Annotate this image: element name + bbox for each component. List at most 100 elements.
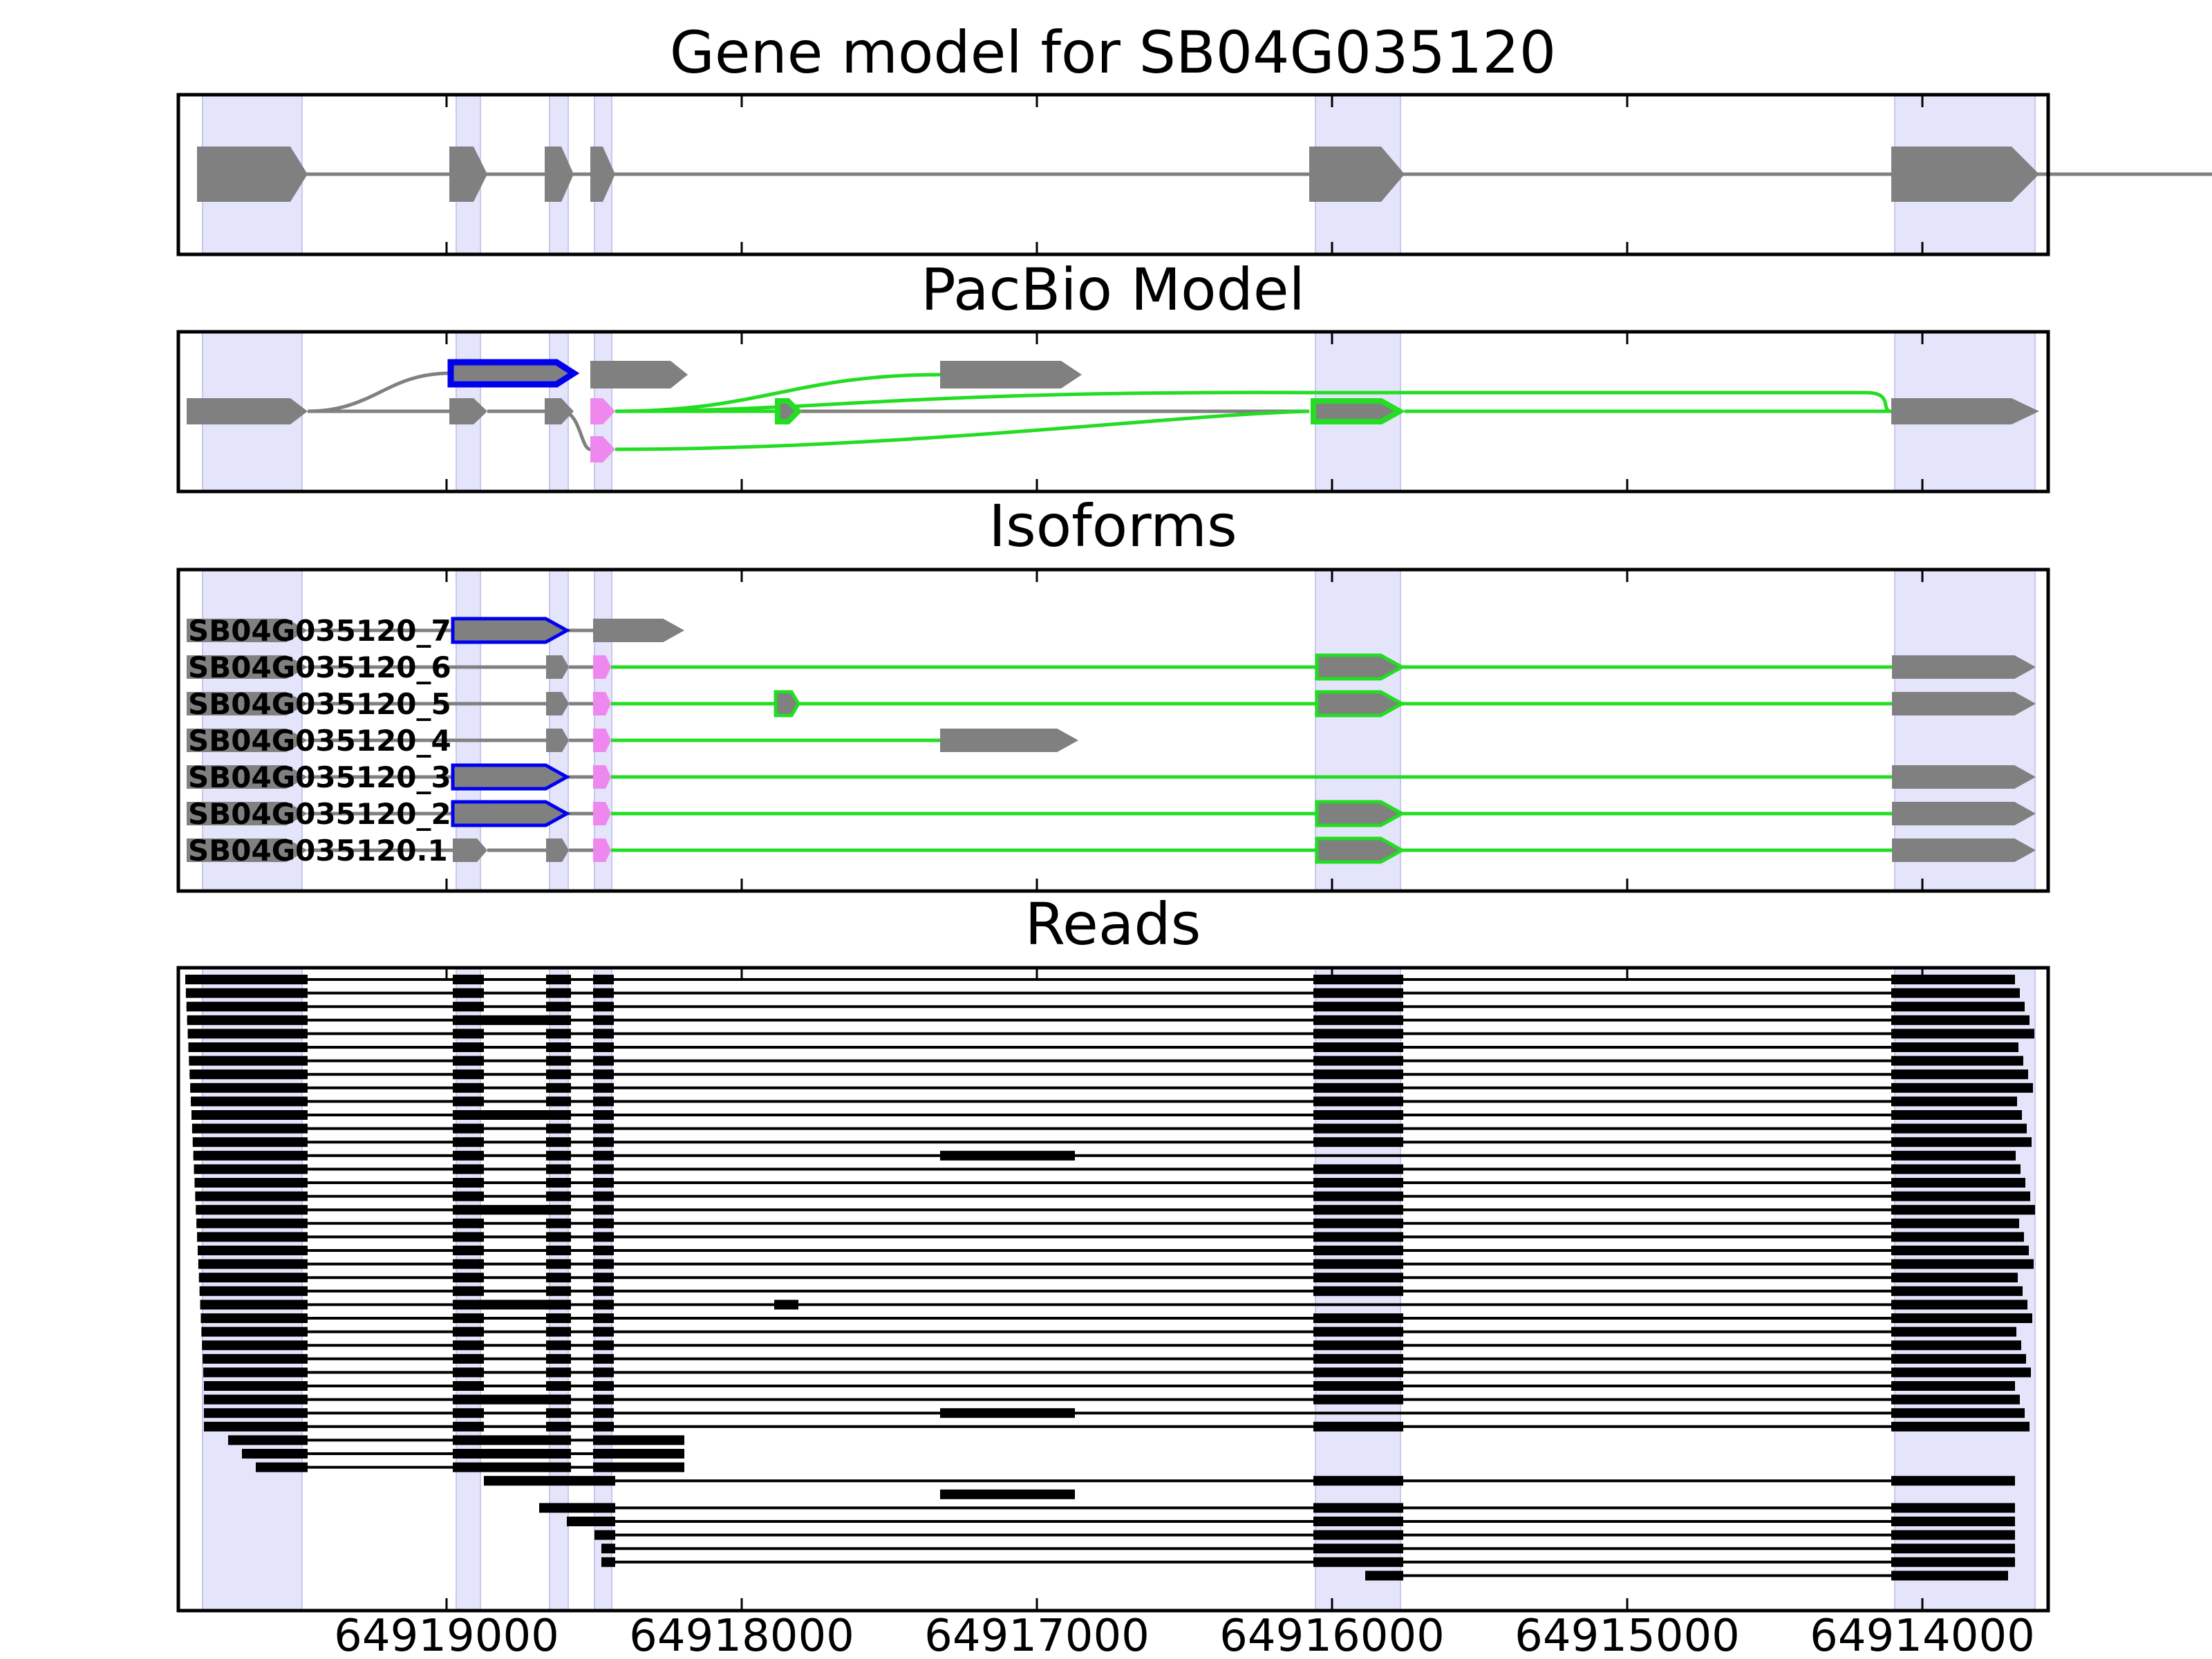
isoform-exon: [546, 729, 569, 752]
isoform-exon: [546, 655, 569, 679]
isoform-exon: [187, 838, 308, 862]
read-block: [1313, 1557, 1403, 1567]
read-block: [1891, 1353, 2026, 1364]
read-block: [1891, 1273, 2018, 1283]
isoform-exon: [546, 692, 569, 715]
gene-exon-2: [449, 147, 487, 202]
read-block: [1313, 988, 1403, 998]
gene-exon-6: [1891, 147, 2039, 202]
read-block: [1891, 1300, 2027, 1310]
read-block: [546, 1110, 571, 1120]
read-block: [1313, 1205, 1403, 1215]
read-block: [593, 1002, 614, 1012]
read-block: [1891, 1178, 2025, 1188]
read-block: [546, 1042, 571, 1052]
read-block: [546, 1069, 571, 1080]
read-block: [1313, 1544, 1403, 1554]
pacbio-magenta-exon: [590, 436, 615, 462]
x-tick-label: 64917000: [924, 1611, 1150, 1659]
isoform-outlined-exon: [1315, 836, 1406, 864]
pacbio-magenta-exon: [590, 398, 615, 424]
read-block: [1891, 1381, 2015, 1391]
read-block: [593, 1150, 614, 1161]
read-block: [593, 1394, 614, 1405]
read-block: [453, 1353, 484, 1364]
reads-panel: [185, 975, 2035, 1581]
read-block: [1313, 1517, 1403, 1526]
read-block: [593, 1273, 614, 1283]
read-block: [192, 1137, 308, 1147]
read-block: [1313, 1110, 1403, 1120]
read-block: [203, 1353, 308, 1364]
isoform-exon: [187, 765, 308, 789]
read-block: [1313, 1286, 1403, 1296]
read-block: [546, 1205, 571, 1215]
read-block: [1313, 1002, 1403, 1012]
read-block: [593, 1408, 614, 1418]
read-block: [453, 1191, 484, 1201]
read-block: [1891, 988, 2020, 998]
gene-model-panel: [197, 147, 2212, 202]
read-block: [198, 1273, 308, 1283]
read-block: [593, 988, 614, 998]
x-tick-label: 64919000: [334, 1611, 559, 1659]
read-block: [453, 1029, 484, 1039]
read-block: [204, 1421, 308, 1432]
isoform-outlined-exon: [1315, 800, 1406, 827]
read-block: [593, 1353, 614, 1364]
pacbio-green-exon: [1311, 398, 1406, 424]
read-block: [1891, 1394, 2020, 1405]
read-block: [203, 1367, 308, 1378]
read-block: [1891, 1191, 2030, 1201]
read-block: [1313, 1313, 1403, 1323]
read-block: [453, 1002, 484, 1012]
pacbio-exon: [940, 361, 1082, 388]
read-block: [593, 1042, 614, 1052]
read-block: [453, 1449, 571, 1459]
read-block: [453, 1246, 484, 1255]
read-block: [453, 1313, 484, 1323]
read-block: [1891, 1476, 2015, 1486]
pacbio-exon: [545, 398, 574, 424]
read-block: [453, 1164, 484, 1174]
read-block: [546, 1313, 571, 1323]
read-block: [189, 1056, 308, 1066]
isoform-exon: [453, 838, 487, 862]
read-block: [197, 1232, 308, 1242]
read-block: [187, 1015, 308, 1025]
isoform-outlined-exon: [1315, 653, 1406, 681]
read-block: [546, 988, 571, 998]
read-block: [546, 1082, 571, 1093]
read-block: [1313, 1367, 1403, 1378]
read-block: [1891, 1544, 2015, 1554]
read-block: [190, 1082, 308, 1093]
read-block: [453, 1462, 571, 1472]
read-block: [1891, 1110, 2022, 1120]
read-block: [185, 975, 308, 984]
read-block: [546, 1408, 571, 1418]
read-block: [1891, 1123, 2027, 1134]
read-block: [1891, 1002, 2025, 1012]
read-block: [1891, 1530, 2015, 1540]
read-block: [194, 1164, 308, 1174]
read-block: [453, 1273, 484, 1283]
read-block: [453, 988, 484, 998]
read-block: [191, 1110, 308, 1120]
isoforms-panel: SB04G035120_7SB04G035120_6SB04G035120_5S…: [187, 614, 2036, 868]
read-block: [593, 1205, 614, 1215]
read-block: [1313, 1381, 1403, 1391]
read-block: [546, 1421, 571, 1432]
read-block: [546, 1029, 571, 1039]
isoform-outlined-exon: [451, 763, 571, 791]
gene-model-title: Gene model for SB04G035120: [670, 19, 1556, 86]
isoform-exon: [546, 838, 569, 862]
read-block: [593, 1435, 684, 1445]
read-block: [1313, 1259, 1403, 1269]
isoform-exon: [593, 765, 611, 789]
read-block: [940, 1408, 1075, 1418]
read-block: [199, 1286, 308, 1296]
pacbio-exon: [187, 398, 308, 424]
x-tick-label: 64916000: [1219, 1611, 1445, 1659]
read-block: [1891, 1082, 2033, 1093]
read-block: [453, 1056, 484, 1066]
